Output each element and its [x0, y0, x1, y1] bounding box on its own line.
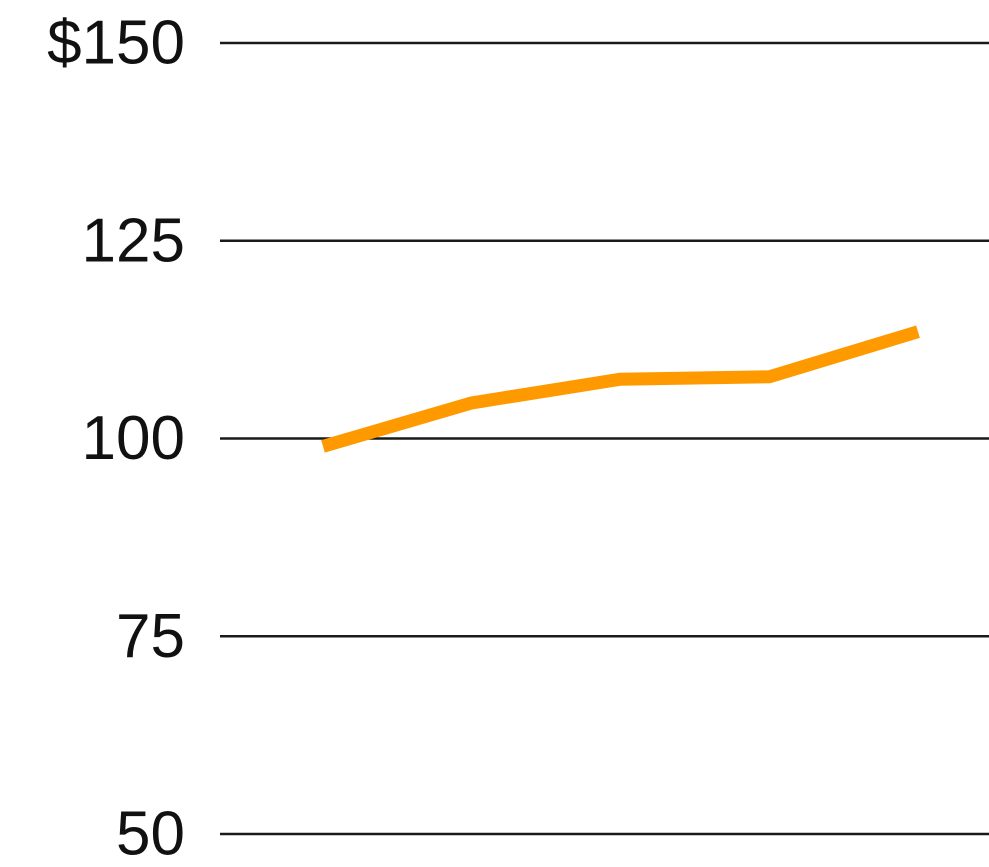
series-line-0 [321, 325, 920, 453]
y-tick-label-100: 100 [82, 404, 185, 473]
y-tick-label-75: 75 [116, 602, 185, 671]
y-tick-labels: $150 125 100 75 50 [47, 9, 185, 867]
series-layer [321, 325, 920, 453]
y-tick-label-150: $150 [47, 9, 185, 78]
y-tick-label-125: 125 [82, 206, 185, 275]
y-tick-label-50: 50 [116, 800, 185, 867]
